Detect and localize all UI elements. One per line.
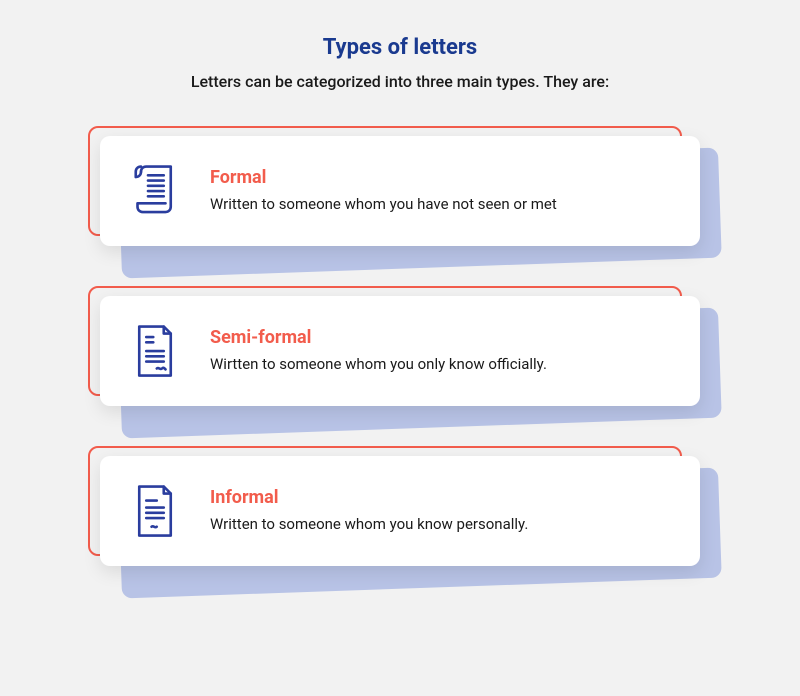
card-formal: Formal Written to someone whom you have … xyxy=(100,136,700,246)
infographic-container: Types of letters Letters can be categori… xyxy=(40,35,760,566)
card-description: Written to someone whom you have not see… xyxy=(210,194,570,215)
card-title: Formal xyxy=(210,167,674,188)
page-title: Types of letters xyxy=(40,35,760,60)
plain-document-icon xyxy=(126,482,184,540)
page-subtitle: Letters can be categorized into three ma… xyxy=(40,72,760,91)
card-description: Written to someone whom you know persona… xyxy=(210,514,570,535)
card-description: Wirtten to someone whom you only know of… xyxy=(210,354,570,375)
card-informal: Informal Written to someone whom you kno… xyxy=(100,456,700,566)
card-body: Semi-formal Wirtten to someone whom you … xyxy=(100,296,700,406)
signed-document-icon xyxy=(126,322,184,380)
scroll-document-icon xyxy=(126,162,184,220)
card-title: Informal xyxy=(210,487,674,508)
card-title: Semi-formal xyxy=(210,327,674,348)
card-content: Formal Written to someone whom you have … xyxy=(210,167,674,215)
cards-list: Formal Written to someone whom you have … xyxy=(40,136,760,566)
card-content: Semi-formal Wirtten to someone whom you … xyxy=(210,327,674,375)
card-body: Informal Written to someone whom you kno… xyxy=(100,456,700,566)
card-semi-formal: Semi-formal Wirtten to someone whom you … xyxy=(100,296,700,406)
card-content: Informal Written to someone whom you kno… xyxy=(210,487,674,535)
card-body: Formal Written to someone whom you have … xyxy=(100,136,700,246)
